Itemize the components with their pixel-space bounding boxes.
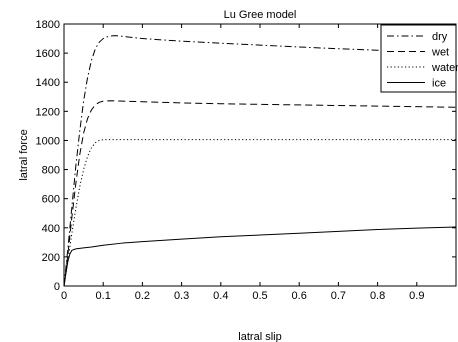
y-tick-label: 1000 — [36, 135, 60, 147]
x-tick-label: 0.8 — [370, 290, 385, 302]
x-tick-label: 0.6 — [292, 290, 307, 302]
series-line-ice — [63, 226, 457, 287]
series-line-water — [63, 139, 456, 287]
legend-label-water: water — [431, 62, 458, 74]
y-tick-label: 600 — [42, 194, 60, 206]
x-tick-label: 0 — [61, 290, 67, 302]
series-layer — [63, 35, 457, 287]
y-tick-label: 200 — [42, 252, 60, 264]
legend: dry wet water ice — [380, 24, 458, 93]
x-tick-label: 0.3 — [174, 290, 189, 302]
series-line-wet — [63, 100, 457, 287]
series-line-dry — [63, 35, 457, 287]
y-tick-label: 800 — [42, 165, 60, 177]
x-axis-label: latral slip — [238, 331, 281, 342]
chart-title: Lu Gree model — [224, 9, 297, 21]
y-tick-label: 1400 — [36, 77, 60, 89]
x-tick-label: 0.4 — [213, 290, 228, 302]
x-tick-label: 0.7 — [331, 290, 346, 302]
x-tick-label: 0.5 — [252, 290, 267, 302]
legend-label-wet: wet — [431, 47, 449, 59]
legend-label-ice: ice — [432, 78, 446, 90]
x-tick-label: 0.1 — [96, 290, 111, 302]
y-axis-label: latral force — [18, 129, 30, 180]
y-tick-label: 1600 — [36, 48, 60, 60]
x-tick-label: 0.9 — [409, 290, 424, 302]
x-tick-label: 0.2 — [135, 290, 150, 302]
legend-label-dry: dry — [432, 31, 448, 43]
y-tick-label: 400 — [42, 223, 60, 235]
tick-layer: 0 0.1 0.2 0.3 0.4 0.5 0.6 0.7 0.8 0.9 0 200 400 600 80… — [36, 19, 456, 302]
y-tick-label: 0 — [54, 281, 60, 293]
y-tick-label: 1800 — [36, 19, 60, 31]
y-tick-label: 1200 — [36, 106, 60, 118]
